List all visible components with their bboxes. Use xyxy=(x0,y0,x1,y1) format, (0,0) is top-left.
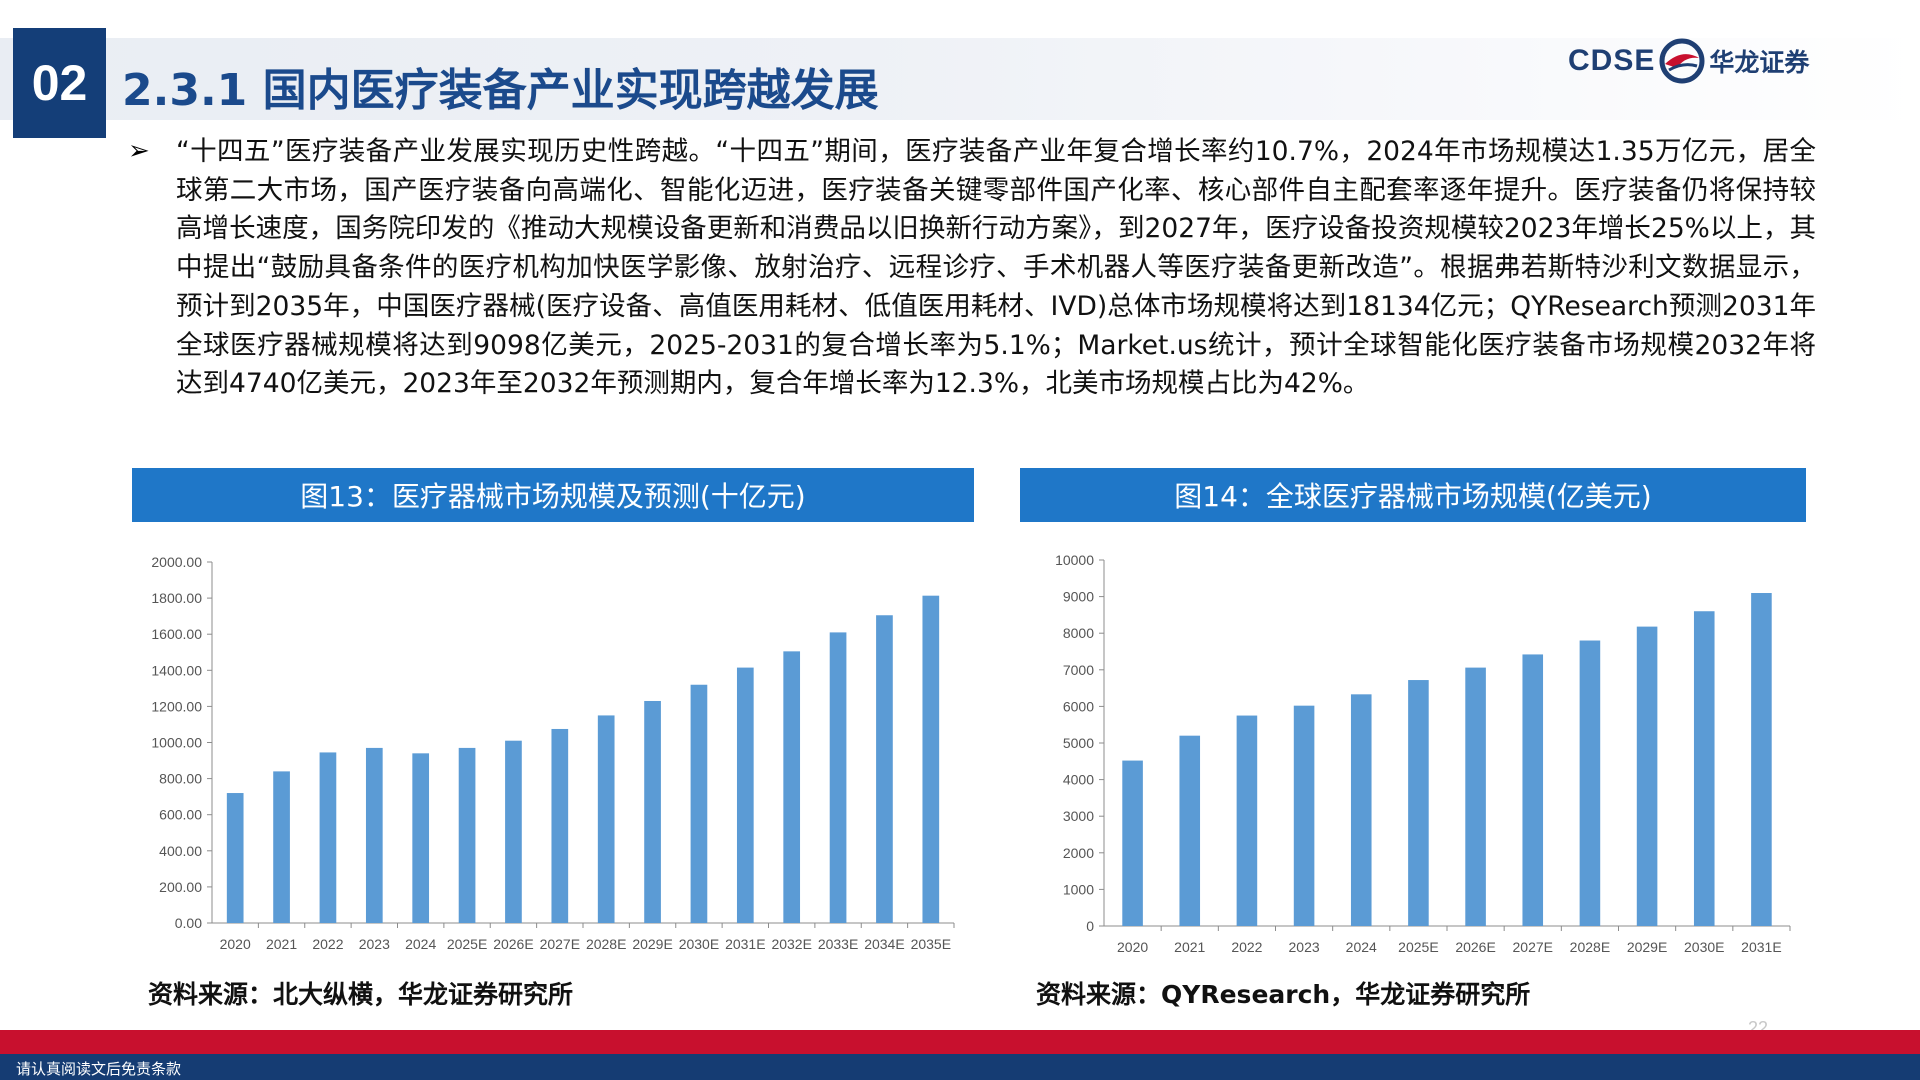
fig13-y-tick-label: 200.00 xyxy=(159,879,202,895)
fig14-x-tick-label: 2029E xyxy=(1627,939,1667,955)
fig14-bar xyxy=(1122,760,1143,926)
figure-13-caption: 图13：医疗器械市场规模及预测(十亿元) xyxy=(132,468,974,522)
fig13-y-tick-label: 1600.00 xyxy=(151,626,202,642)
fig14-bar xyxy=(1350,694,1372,926)
figure-14-source: 资料来源：QYResearch，华龙证券研究所 xyxy=(1036,980,1531,1009)
fig14-y-tick-label: 10000 xyxy=(1055,552,1094,568)
fig14-bar xyxy=(1236,715,1258,926)
body-paragraph: “十四五”医疗装备产业发展实现历史性跨越。“十四五”期间，医疗装备产业年复合增长… xyxy=(176,136,1816,400)
fig13-bar xyxy=(551,728,569,923)
fig13-bar xyxy=(876,615,893,923)
fig14-x-tick-label: 2030E xyxy=(1684,939,1724,955)
fig13-x-tick-label: 2033E xyxy=(818,936,858,952)
fig13-x-tick-label: 2020 xyxy=(220,936,251,952)
fig13-x-tick-label: 2034E xyxy=(864,936,904,952)
fig13-bar xyxy=(597,715,615,923)
fig13-bar xyxy=(226,793,244,923)
fig14-bar xyxy=(1693,611,1715,926)
figure-13-bar-chart: 0.00 200.00 400.00 600.00 800.00 1000.00 1200.… xyxy=(151,554,955,952)
figure-14-caption: 图14：全球医疗器械市场规模(亿美元) xyxy=(1020,468,1806,522)
fig14-y-tick-label: 9000 xyxy=(1063,589,1094,605)
fig13-bar xyxy=(644,700,661,923)
fig13-bar xyxy=(273,771,290,923)
fig13-bar xyxy=(690,684,708,923)
figure-14-bar-chart: 0 1000 2000 3000 4000 5000 6000 7000 8000 9000 100… xyxy=(1055,552,1791,955)
fig13-bar xyxy=(505,740,522,923)
fig14-bar xyxy=(1465,667,1486,926)
dragon-logo-icon xyxy=(1659,38,1705,84)
fig13-x-tick-label: 2027E xyxy=(540,936,580,952)
header-band xyxy=(0,38,1920,120)
fig13-x-tick-label: 2031E xyxy=(725,936,765,952)
fig13-x-tick-label: 2028E xyxy=(586,936,626,952)
fig13-bar xyxy=(365,747,383,923)
footer-red-stripe xyxy=(0,1030,1920,1054)
fig13-y-tick-label: 1200.00 xyxy=(151,698,202,714)
logo-text-cn: 华龙证券 xyxy=(1709,48,1810,77)
fig13-x-tick-label: 2023 xyxy=(359,936,390,952)
fig14-x-tick-label: 2028E xyxy=(1570,939,1610,955)
fig13-x-tick-label: 2032E xyxy=(771,936,811,952)
fig14-y-tick-label: 1000 xyxy=(1063,881,1094,897)
fig13-x-tick-label: 2024 xyxy=(405,936,436,952)
fig14-bar xyxy=(1579,640,1601,926)
bullet-marker: ➢ xyxy=(128,136,150,166)
fig14-x-tick-label: 2025E xyxy=(1398,939,1438,955)
company-logo: CDSE 华龙证券 xyxy=(1568,36,1809,86)
fig13-x-tick-label: 2035E xyxy=(911,936,951,952)
fig14-x-tick-label: 2023 xyxy=(1289,939,1320,955)
fig14-bar xyxy=(1636,626,1658,926)
fig14-y-tick-label: 5000 xyxy=(1063,735,1094,751)
footer-blue-bar xyxy=(0,1054,1920,1080)
fig13-bar xyxy=(783,651,801,923)
fig13-y-tick-label: 400.00 xyxy=(159,843,202,859)
fig14-y-tick-label: 3000 xyxy=(1063,808,1094,824)
fig14-bar xyxy=(1522,654,1544,926)
fig13-x-tick-label: 2022 xyxy=(312,936,343,952)
fig14-y-tick-label: 7000 xyxy=(1063,662,1094,678)
footer-disclaimer: 请认真阅读文后免责条款 xyxy=(16,1060,182,1078)
fig13-y-tick-label: 1400.00 xyxy=(151,662,202,678)
fig13-y-tick-label: 600.00 xyxy=(159,807,202,823)
fig14-y-tick-label: 4000 xyxy=(1063,772,1094,788)
figure-13-source: 资料来源：北大纵横，华龙证券研究所 xyxy=(148,980,574,1009)
logo-text-en: CDSE xyxy=(1568,44,1656,77)
section-number: 02 xyxy=(13,28,106,138)
fig13-y-tick-label: 2000.00 xyxy=(151,554,202,570)
fig14-x-tick-label: 2026E xyxy=(1455,939,1495,955)
page-title: 2.3.1 国内医疗装备产业实现跨越发展 xyxy=(122,65,879,116)
fig13-bar xyxy=(922,595,940,923)
fig13-x-tick-label: 2029E xyxy=(632,936,672,952)
fig14-x-tick-label: 2020 xyxy=(1117,939,1148,955)
fig14-bar xyxy=(1751,593,1772,926)
fig14-y-tick-label: 0 xyxy=(1086,918,1094,934)
fig13-bar xyxy=(458,747,476,923)
fig14-x-tick-label: 2024 xyxy=(1346,939,1377,955)
fig13-y-tick-label: 800.00 xyxy=(159,771,202,787)
fig13-x-tick-label: 2021 xyxy=(266,936,297,952)
fig14-bar xyxy=(1293,705,1315,926)
fig14-x-tick-label: 2031E xyxy=(1741,939,1781,955)
fig14-y-tick-label: 6000 xyxy=(1063,698,1094,714)
fig14-y-tick-label: 8000 xyxy=(1063,625,1094,641)
fig13-y-tick-label: 0.00 xyxy=(175,915,202,931)
fig14-x-tick-label: 2021 xyxy=(1174,939,1205,955)
fig14-x-tick-label: 2022 xyxy=(1231,939,1262,955)
fig13-x-tick-label: 2026E xyxy=(493,936,533,952)
fig13-bar xyxy=(319,752,337,923)
fig14-y-tick-label: 2000 xyxy=(1063,845,1094,861)
fig13-bar xyxy=(412,753,430,923)
fig14-bar xyxy=(1179,735,1201,926)
fig14-bar xyxy=(1408,680,1429,926)
fig13-x-tick-label: 2030E xyxy=(679,936,719,952)
fig14-x-tick-label: 2027E xyxy=(1513,939,1553,955)
fig13-y-tick-label: 1800.00 xyxy=(151,590,202,606)
fig13-y-tick-label: 1000.00 xyxy=(151,735,202,751)
fig13-x-tick-label: 2025E xyxy=(447,936,487,952)
fig13-bar xyxy=(736,667,754,923)
fig13-bar xyxy=(829,632,847,923)
